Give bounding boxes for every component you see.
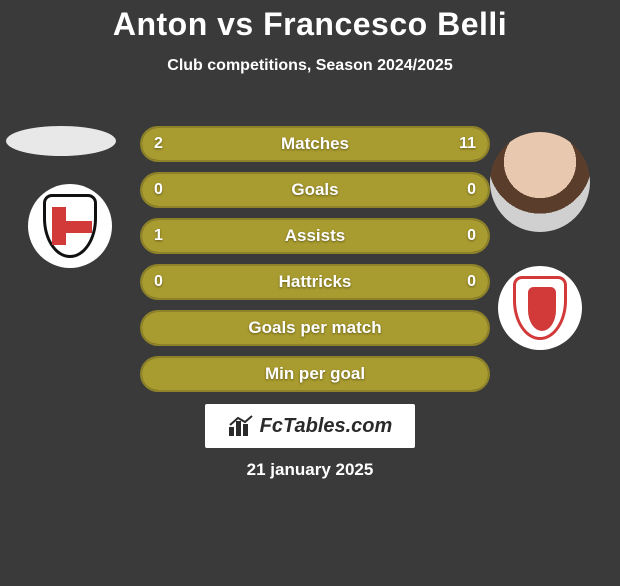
stat-row: Assists 1 0: [140, 218, 490, 254]
bars-icon: [228, 415, 254, 437]
stat-value-left: 2: [154, 135, 163, 153]
stat-label: Min per goal: [265, 364, 365, 384]
stat-value-left: 0: [154, 273, 163, 291]
stat-row: Min per goal: [140, 356, 490, 392]
stat-value-right: 11: [459, 135, 476, 153]
player-left-avatar: [6, 126, 116, 156]
date-text: 21 january 2025: [0, 460, 620, 480]
stat-value-right: 0: [467, 227, 476, 245]
stat-label: Goals: [291, 180, 338, 200]
stats-table: Matches211Goals00Assists10Hattricks00Goa…: [140, 126, 490, 402]
shield-icon: [43, 194, 97, 258]
stat-value-left: 0: [154, 181, 163, 199]
stat-value-left: 1: [154, 227, 163, 245]
club-right-badge: [498, 266, 582, 350]
stat-fill-left: [142, 128, 196, 160]
stat-label: Goals per match: [248, 318, 381, 338]
stat-value-right: 0: [467, 273, 476, 291]
stat-label: Matches: [281, 134, 349, 154]
stat-label: Assists: [285, 226, 345, 246]
stat-value-right: 0: [467, 181, 476, 199]
shield-icon: [513, 276, 567, 340]
stat-label: Hattricks: [279, 272, 352, 292]
stat-row: Goals per match: [140, 310, 490, 346]
club-left-badge: [28, 184, 112, 268]
page-title: Anton vs Francesco Belli: [0, 6, 620, 43]
subtitle: Club competitions, Season 2024/2025: [0, 57, 620, 75]
brand-text: FcTables.com: [260, 415, 393, 438]
stat-row: Matches 2 11: [140, 126, 490, 162]
brand-logo: FcTables.com: [205, 404, 415, 448]
stat-row: Goals 0 0: [140, 172, 490, 208]
stat-row: Hattricks 0 0: [140, 264, 490, 300]
player-right-avatar: [490, 132, 590, 232]
